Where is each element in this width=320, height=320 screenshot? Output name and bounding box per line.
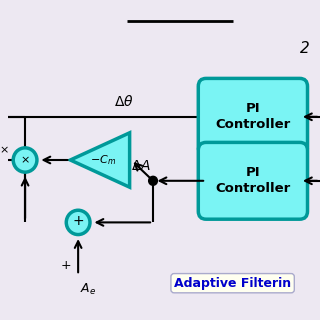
Text: $-C_m$: $-C_m$ xyxy=(90,153,116,167)
Text: $\Delta A$: $\Delta A$ xyxy=(131,159,151,173)
Polygon shape xyxy=(70,133,130,187)
Text: PI
Controller: PI Controller xyxy=(215,166,291,195)
Text: $\Delta\theta$: $\Delta\theta$ xyxy=(114,94,133,109)
Text: PI
Controller: PI Controller xyxy=(215,102,291,131)
Text: ×: × xyxy=(20,155,30,165)
Text: 2: 2 xyxy=(300,41,309,55)
Text: $A_e$: $A_e$ xyxy=(80,282,96,297)
Circle shape xyxy=(13,148,37,172)
Text: Adaptive Filterin: Adaptive Filterin xyxy=(174,277,291,290)
FancyBboxPatch shape xyxy=(198,78,308,155)
Circle shape xyxy=(66,210,90,235)
FancyBboxPatch shape xyxy=(198,142,308,219)
Text: ×: × xyxy=(0,145,9,156)
Text: +: + xyxy=(60,259,71,272)
Circle shape xyxy=(149,176,157,185)
Text: +: + xyxy=(72,214,84,228)
